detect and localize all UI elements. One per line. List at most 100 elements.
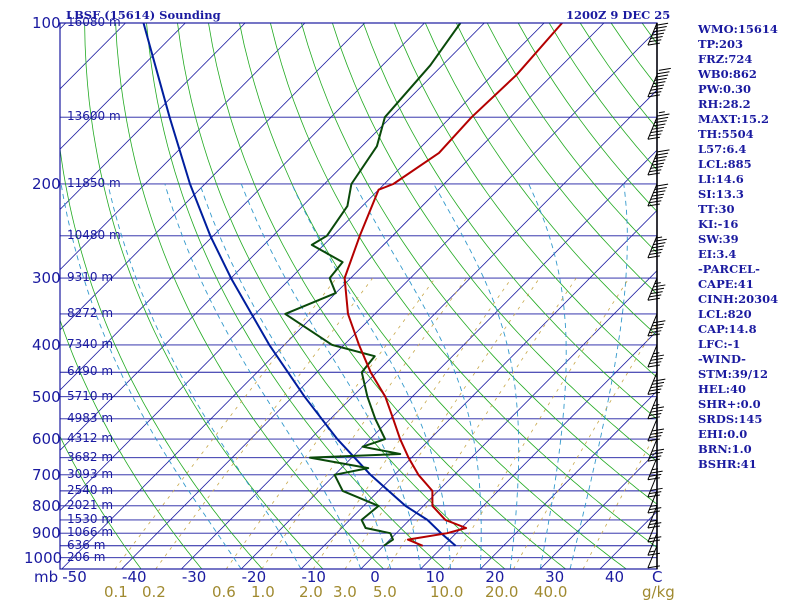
wind-barb-flag: [651, 162, 665, 166]
mixing-ratio-line: [344, 277, 540, 569]
pressure-tick-label: 400: [32, 335, 61, 354]
wind-barb: [647, 67, 671, 98]
sounding-index-row: CINH:20304: [698, 292, 779, 306]
sounding-index-row: EI:3.4: [698, 247, 737, 261]
wind-barb-flag: [653, 159, 666, 163]
wind-barb-flag: [651, 354, 665, 358]
temperature-tick-label: 40: [604, 568, 625, 586]
height-label: 1066 m: [67, 525, 114, 540]
wind-barb-flag: [649, 169, 662, 173]
height-label: 5710 m: [67, 388, 114, 403]
wind-barb: [647, 277, 666, 301]
sounding-index-row: FRZ:724: [698, 52, 753, 66]
dry-adiabat-line: [60, 146, 263, 569]
mixing-ratio-line: [114, 277, 337, 569]
wind-barb-half-flag: [650, 504, 657, 507]
wind-barb: [647, 235, 667, 259]
wind-barb: [647, 545, 660, 569]
pressure-tick-label: 800: [32, 496, 61, 515]
height-label: 9310 m: [67, 270, 114, 285]
wind-barb-flag: [657, 113, 670, 117]
wind-barb-flag: [649, 435, 662, 439]
sounding-index-row: KI:-16: [698, 217, 739, 231]
pressure-tick-label: 100: [32, 14, 61, 32]
wind-barb-flag: [647, 510, 660, 514]
wind-barb-flag: [653, 378, 666, 382]
pressure-tick-label: 300: [32, 269, 61, 288]
wind-barb-flag: [651, 84, 665, 88]
wind-barb-flag: [647, 477, 660, 481]
dry-adiabat-line: [146, 23, 445, 569]
height-label: 4983 m: [67, 410, 114, 425]
wind-barb-flag: [647, 525, 660, 529]
pressure-tick-label: 200: [32, 174, 61, 193]
wind-barb-flag: [649, 361, 662, 365]
mixing-ratio-unit-label: g/kg: [642, 583, 675, 601]
dewpoint-line: [284, 23, 462, 547]
moist-adiabat-line: [528, 183, 567, 569]
sounding-index-row: RH:28.2: [698, 97, 751, 111]
plot-border: [59, 22, 658, 570]
mixing-ratio-line: [225, 277, 436, 569]
wind-barb: [647, 418, 665, 442]
wind-barb-flag: [649, 455, 662, 459]
sounding-index-row: PW:0.30: [698, 82, 752, 96]
wind-barb: [647, 111, 670, 140]
sounding-index-row: TT:30: [698, 202, 735, 216]
wind-barb-flag: [653, 81, 666, 85]
height-label: 8272 m: [67, 305, 114, 320]
moist-adiabat-line: [569, 183, 628, 569]
moist-adiabat-line: [291, 183, 451, 569]
mixing-ratio-tick-label: 40.0: [534, 583, 568, 601]
isotherm-line: [181, 89, 657, 569]
wind-barb-flag: [654, 186, 667, 190]
wind-barb-flag: [649, 252, 662, 256]
mixing-ratio-tick-label: 20.0: [485, 583, 519, 601]
wind-barb: [647, 396, 665, 420]
wind-barb-half-flag: [651, 468, 659, 471]
wind-barb-flag: [647, 333, 660, 337]
dry-adiabat-line: [177, 23, 506, 569]
sounding-indices-panel: WMO:15614 TP:203 FRZ:724 WB0:862 PW:0.30 RH:2…: [698, 22, 798, 472]
moist-adiabat-line: [60, 183, 242, 569]
wind-barb-flag: [653, 242, 666, 246]
sounding-index-row: WMO:15614: [698, 22, 778, 36]
wind-barb-flag: [647, 458, 660, 462]
sounding-index-row: SI:13.3: [698, 187, 744, 201]
sounding-index-row: -WIND-: [698, 352, 746, 366]
wind-barb-flag: [647, 552, 660, 556]
sounding-index-row: BRN:1.0: [698, 442, 752, 456]
height-label: 6490 m: [67, 364, 114, 379]
wind-barb-flag: [653, 284, 666, 288]
isotherm-line: [240, 149, 657, 569]
wind-barb-flag: [651, 193, 665, 197]
dry-adiabat-line: [486, 23, 657, 254]
wind-barb-flag: [651, 32, 665, 36]
wind-barb-flag: [650, 326, 663, 330]
sounding-index-row: HEL:40: [698, 382, 746, 396]
isotherm-line: [61, 23, 605, 569]
wind-barb-flag: [647, 416, 660, 420]
wind-barb-flag: [649, 507, 662, 511]
wind-barb-flag: [650, 196, 663, 200]
height-label: 11850 m: [67, 175, 121, 190]
pressure-tick-label: 900: [32, 524, 61, 543]
moist-adiabat-line: [433, 183, 520, 569]
wind-barb-flag: [647, 494, 660, 498]
mixing-ratio-line: [312, 277, 512, 569]
sounding-index-row: TP:203: [698, 37, 744, 51]
mixing-ratio-tick-label: 10.0: [430, 583, 464, 601]
wind-barb-flag: [649, 294, 662, 298]
isotherm-line: [60, 23, 186, 150]
wind-barb-staff: [647, 545, 658, 569]
wind-barb: [647, 313, 666, 337]
wind-barb-flag: [649, 491, 662, 495]
mixing-ratio-tick-label: 1.0: [251, 583, 275, 601]
wind-barb-flag: [656, 74, 669, 78]
wind-barb-flag: [647, 203, 660, 207]
sounding-index-row: -PARCEL-: [698, 262, 760, 276]
wind-barb-flag: [649, 330, 662, 334]
mixing-ratio-tick-label: 0.1: [104, 583, 128, 601]
wind-barb-half-flag: [656, 236, 663, 239]
sounding-index-row: BSHR:41: [698, 457, 757, 471]
